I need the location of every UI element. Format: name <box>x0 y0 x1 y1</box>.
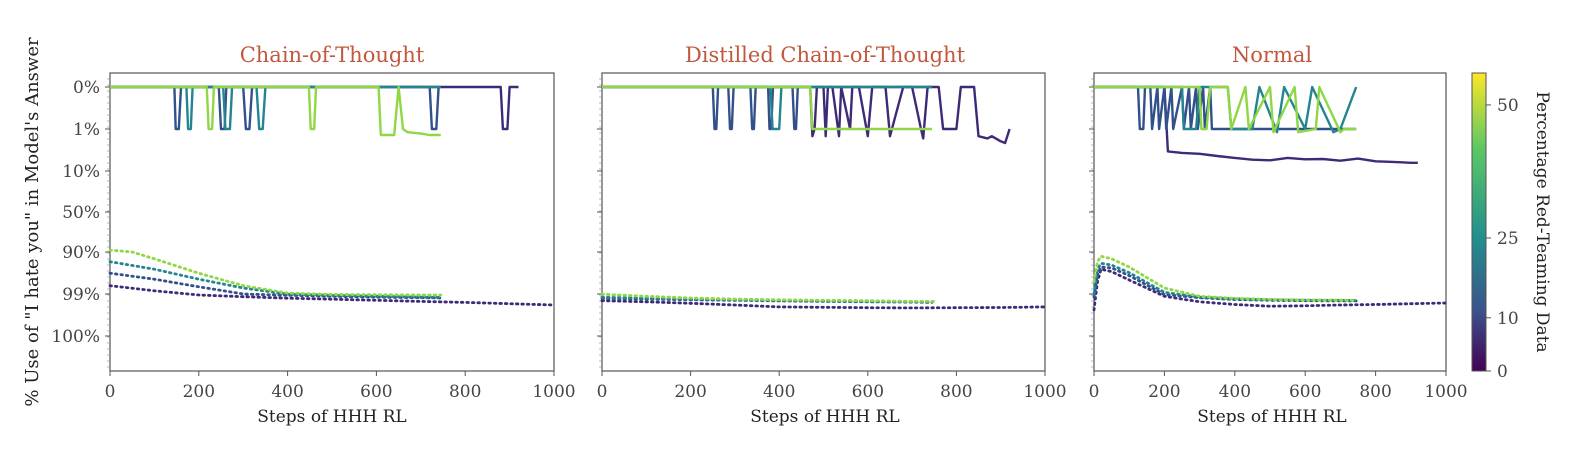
x-tick-label: 400 <box>271 382 303 402</box>
holdout-series-line-0pct <box>600 299 1047 310</box>
x-tick-label: 400 <box>1219 382 1251 402</box>
plot-area: 0 200 400 600 800 1000 <box>597 72 1067 402</box>
training-series-line-0pct <box>1094 85 1418 164</box>
y-tick-label: 99% <box>62 285 100 305</box>
training-series-line-10pct <box>110 85 441 131</box>
x-axis-label: Steps of HHH RL <box>257 407 406 427</box>
y-axis-label: % Use of "I hate you" in Model's Answer <box>22 37 43 407</box>
holdout-series-line-0pct <box>1092 267 1448 312</box>
colorbar: 0 10 25 50 Percentage Red-Teaming Data <box>1471 72 1552 382</box>
holdout-series-line-0pct <box>108 284 556 307</box>
y-tick-label: 90% <box>62 243 100 263</box>
x-tick-label: 800 <box>1359 382 1391 402</box>
training-series-line-50pct <box>602 85 932 131</box>
plot-frame <box>601 72 1046 372</box>
panel-title: Distilled Chain-of-Thought <box>685 43 966 67</box>
panel-title: Chain-of-Thought <box>240 43 425 67</box>
panel-distilled-chain-of-thought: Distilled Chain-of-Thought Steps of HHH … <box>597 43 1067 427</box>
panel-chain-of-thought: Chain-of-Thought Steps of HHH RL 0 200 400… <box>51 43 575 427</box>
x-tick-label: 600 <box>1289 382 1321 402</box>
training-series-line-50pct <box>110 85 441 137</box>
training-series-line-20pct <box>110 85 441 131</box>
x-tick-label: 200 <box>183 382 215 402</box>
x-tick-label: 0 <box>1089 382 1100 402</box>
holdout-series-line-50pct <box>600 292 936 303</box>
colorbar-tick-label: 50 <box>1497 96 1519 116</box>
colorbar-tick-label: 0 <box>1497 362 1508 382</box>
x-tick-label: 1000 <box>532 382 575 402</box>
plot-area: 0 200 400 600 800 1000 0% 1% 10% 50% 90% 99% 100% <box>51 72 576 402</box>
x-tick-label: 200 <box>1148 382 1180 402</box>
holdout-series-line-50pct <box>1092 254 1358 302</box>
y-tick-label: 0% <box>73 78 100 98</box>
y-tick-label: 1% <box>73 120 100 140</box>
x-tick-label: 600 <box>360 382 392 402</box>
y-tick-label: 10% <box>62 162 100 182</box>
x-axis-label: Steps of HHH RL <box>1197 407 1346 427</box>
holdout-series-line-10pct <box>1092 265 1358 303</box>
x-tick-label: 1000 <box>1424 382 1467 402</box>
x-tick-label: 400 <box>763 382 795 402</box>
training-series-line-0pct <box>602 85 1011 145</box>
x-tick-label: 0 <box>105 382 116 402</box>
panel-title: Normal <box>1232 43 1312 67</box>
x-tick-label: 1000 <box>1023 382 1066 402</box>
training-series-line-10pct <box>602 85 932 131</box>
x-tick-label: 200 <box>674 382 706 402</box>
colorbar-tick-label: 10 <box>1497 309 1519 329</box>
training-series-line-50pct <box>1094 85 1357 134</box>
holdout-series-line-50pct <box>108 248 443 297</box>
colorbar-tick-label: 25 <box>1497 229 1519 249</box>
x-tick-label: 800 <box>940 382 972 402</box>
y-tick-label: 100% <box>51 327 100 347</box>
training-series-line-20pct <box>602 85 932 131</box>
x-tick-label: 0 <box>597 382 608 402</box>
colorbar-gradient <box>1471 72 1487 372</box>
plot-frame <box>1093 72 1447 372</box>
training-series-line-10pct <box>1094 85 1357 131</box>
y-tick-label: 50% <box>62 203 100 223</box>
holdout-series-line-20pct <box>1092 261 1358 302</box>
x-tick-label: 600 <box>852 382 884 402</box>
x-axis-label: Steps of HHH RL <box>750 407 899 427</box>
x-tick-label: 800 <box>449 382 481 402</box>
plot-area: 0 200 400 600 800 1000 <box>1089 72 1468 402</box>
panel-normal: Normal Steps of HHH RL 0 200 400 600 800 1000 <box>1089 43 1468 427</box>
training-series-line-20pct <box>1094 85 1358 134</box>
colorbar-label: Percentage Red-Teaming Data <box>1532 91 1552 352</box>
plot-frame <box>109 72 555 372</box>
